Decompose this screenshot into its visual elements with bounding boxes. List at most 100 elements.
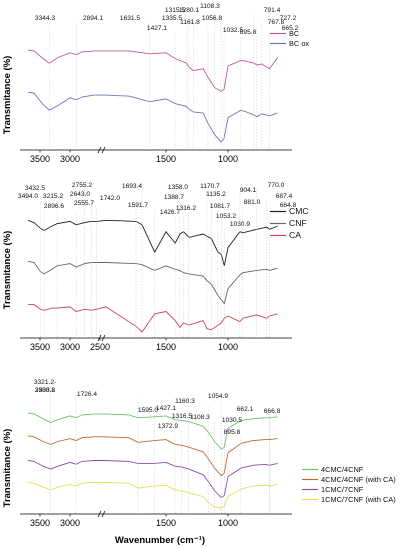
peak-label: 1726.4 bbox=[77, 391, 98, 398]
peak-label: 1053.2 bbox=[216, 213, 237, 220]
axis-break-mark bbox=[97, 510, 102, 518]
legend-label: 4CMC/4CNF bbox=[321, 465, 364, 474]
peak-label: 767.8 bbox=[268, 19, 285, 26]
series-line-1cmc-7cnf-with-ca- bbox=[27, 481, 278, 509]
peak-label: 2894.1 bbox=[83, 15, 104, 22]
peak-label: 3215.2 bbox=[43, 193, 64, 200]
series-line-bc-ox bbox=[27, 91, 278, 143]
peak-label: 2755.2 bbox=[72, 182, 93, 189]
series-line-ca bbox=[28, 304, 278, 333]
series-line-1cmc-7cnf bbox=[27, 460, 278, 499]
x-tick-label: 3000 bbox=[60, 342, 80, 352]
legend-label: 1CMC/7CNF (with CA) bbox=[321, 495, 396, 504]
axis-break-mark bbox=[97, 146, 102, 154]
peak-label: 1280.1 bbox=[179, 7, 200, 14]
chart-panel-3: Transmitance (%) 3500 3000 1500 1000 3321.2-3… bbox=[2, 379, 396, 546]
peak-label: 1170.7 bbox=[200, 183, 220, 190]
peak-label: 1427.1 bbox=[147, 25, 168, 32]
peak-label: 1316.5 bbox=[172, 413, 193, 420]
legend-label: CNF bbox=[289, 218, 307, 228]
peak-label: 1426.7 bbox=[160, 209, 181, 216]
legend-label: BC bbox=[289, 29, 300, 38]
peak-label: 1316.2 bbox=[176, 205, 197, 212]
peak-label: 1358.0 bbox=[168, 184, 189, 191]
x-tick-label: 2500 bbox=[90, 342, 110, 352]
peak-label: 1591.7 bbox=[128, 202, 149, 209]
x-tick-label: 3500 bbox=[30, 154, 50, 164]
peak-label: 2896.6 bbox=[44, 203, 65, 210]
peak-label: 3321.2- bbox=[34, 379, 56, 386]
x-tick-label: 1500 bbox=[156, 342, 176, 352]
legend-label: CMC bbox=[289, 206, 309, 216]
series-line-4cmc-4cnf bbox=[27, 412, 278, 450]
peak-label: 895.8 bbox=[224, 429, 241, 436]
chart-panel-1: Transmitance (%) 3500 3000 1500 1000 3344.3 28… bbox=[2, 3, 309, 164]
x-tick-label: 3500 bbox=[30, 518, 50, 528]
x-tick-label: 1000 bbox=[218, 154, 238, 164]
legend-label: CA bbox=[289, 230, 301, 240]
peak-label: 1631.5 bbox=[120, 15, 141, 22]
peak-label: 1056.8 bbox=[202, 15, 223, 22]
chart-panel-2: Transmitance (%) 3500 3000 2500 1500 1000 3494… bbox=[2, 182, 309, 352]
peak-label: 904.1 bbox=[240, 187, 257, 194]
peak-label: 1161.8 bbox=[180, 19, 200, 26]
peak-label: 3344.3 bbox=[35, 15, 56, 22]
peak-label: 1427.1 bbox=[156, 405, 177, 412]
series-line-4cmc-4cnf-with-ca- bbox=[27, 435, 278, 477]
peak-label: 2900.8 bbox=[35, 387, 56, 394]
peak-label: 727.2 bbox=[280, 15, 297, 22]
x-tick-label: 1500 bbox=[156, 154, 176, 164]
peak-label: 664.8 bbox=[280, 202, 297, 209]
axis-break-mark bbox=[101, 146, 106, 154]
peak-label: 1693.4 bbox=[122, 183, 143, 190]
peak-label: 1160.3 bbox=[175, 398, 195, 405]
peak-label: 3432.5 bbox=[25, 185, 46, 192]
peak-label: 1054.9 bbox=[208, 393, 229, 400]
peak-label: 881.0 bbox=[244, 199, 261, 206]
legend-label: BC ox bbox=[289, 39, 309, 48]
axis-break-mark bbox=[101, 334, 106, 342]
peak-label: 2643.0 bbox=[70, 191, 91, 198]
peak-label: 3333.2 bbox=[35, 387, 56, 394]
peak-label: 1032.5 bbox=[223, 27, 244, 34]
y-axis-label: Transmitance (%) bbox=[2, 429, 13, 508]
peak-label: 3494.0 bbox=[18, 193, 39, 200]
x-tick-label: 1000 bbox=[218, 342, 238, 352]
peak-label: 770.0 bbox=[268, 182, 285, 189]
peak-label: 1030.9 bbox=[230, 221, 251, 228]
x-tick-label: 1500 bbox=[156, 518, 176, 528]
legend-label: 1CMC/7CNF bbox=[321, 485, 364, 494]
peak-label: 1030.5 bbox=[222, 417, 243, 424]
peak-label: 1388.7 bbox=[164, 194, 185, 201]
peak-label: 2555.7 bbox=[74, 200, 95, 207]
peak-label: 687.4 bbox=[276, 193, 293, 200]
peak-label: 1372.9 bbox=[158, 423, 179, 430]
peak-label: 665.2 bbox=[282, 25, 299, 32]
peak-label: 1135.2 bbox=[206, 191, 226, 198]
peak-label: 1108.3 bbox=[200, 3, 220, 10]
y-axis-label: Transmitance (%) bbox=[2, 56, 13, 135]
series-line-cnf bbox=[27, 260, 278, 305]
peak-label: 1315.5 bbox=[165, 7, 186, 14]
peak-label: 791.4 bbox=[264, 7, 281, 14]
series-line-bc bbox=[27, 49, 278, 92]
peak-label: 1595.0 bbox=[138, 407, 159, 414]
axis-break-mark bbox=[101, 510, 106, 518]
peak-label: 1081.7 bbox=[210, 203, 231, 210]
x-axis-label: Wavenumber (cm⁻¹) bbox=[115, 535, 205, 546]
peak-label: 666.8 bbox=[264, 408, 281, 415]
x-tick-label: 3500 bbox=[30, 342, 50, 352]
x-tick-label: 1000 bbox=[218, 518, 238, 528]
peak-label: 895.8 bbox=[240, 29, 257, 36]
peak-label: 1335.5 bbox=[162, 15, 183, 22]
series-line-cmc bbox=[27, 219, 278, 267]
x-tick-label: 3000 bbox=[60, 154, 80, 164]
peak-label: 1108.3 bbox=[190, 414, 210, 421]
peak-label: 662.1 bbox=[237, 406, 254, 413]
peak-label: 1742.0 bbox=[100, 195, 121, 202]
x-tick-label: 3000 bbox=[60, 518, 80, 528]
legend-label: 4CMC/4CNF (with CA) bbox=[321, 475, 396, 484]
y-axis-label: Transmitance (%) bbox=[2, 231, 13, 310]
axis-break-mark bbox=[97, 334, 102, 342]
